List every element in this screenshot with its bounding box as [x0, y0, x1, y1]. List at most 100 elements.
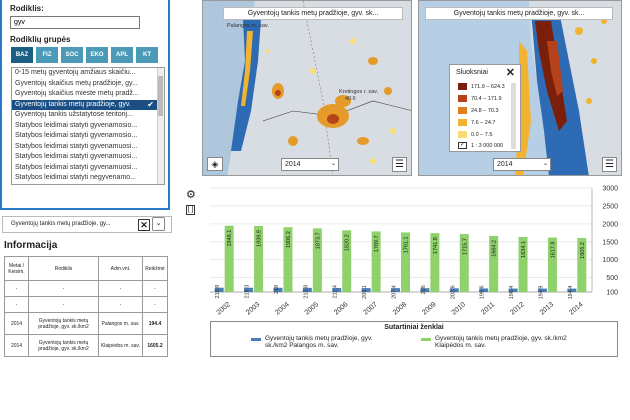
data-label: 218: [274, 285, 280, 294]
legend-item: 70.4 – 171.9: [458, 95, 502, 102]
table-cell: -: [142, 280, 168, 297]
data-label: 1939.9: [257, 230, 263, 247]
group-button-baz[interactable]: BAZ: [11, 47, 33, 63]
list-icon[interactable]: ☰: [392, 157, 407, 172]
info-table: Metai / Keisim. Rodiklis Adm.vnt. Reikšm…: [4, 256, 168, 357]
group-button-eko[interactable]: EKO: [86, 47, 108, 63]
bar: [508, 288, 518, 292]
map-label: Kretingos r. sav.: [339, 89, 379, 95]
bar: [224, 225, 234, 292]
legend-entry[interactable]: Gyventojų tankis metų pradžioje, gyv. sk…: [421, 335, 571, 349]
table-row: - - - -: [4, 280, 168, 297]
chevron-down-icon[interactable]: ⌄: [152, 217, 165, 231]
bar: [371, 231, 381, 292]
y-tick-label: 2000: [602, 221, 618, 228]
y-tick-label: 500: [606, 275, 618, 282]
map-legend: Sluoksniai ✕ 171.9 – 624.3 70.4 – 171.9 …: [449, 64, 521, 152]
list-item[interactable]: Statybos leidimai statyti gyvenamuosi...: [15, 153, 138, 160]
data-label: 215.8: [303, 285, 309, 299]
table-header: Adm.vnt.: [98, 256, 143, 281]
x-tick-label: 2007: [362, 301, 379, 316]
list-item[interactable]: 0-15 metų gyventojų amžiaus skaičiu...: [15, 69, 136, 76]
list-item[interactable]: Gyventojų tankis užstatytose teritorij..…: [15, 111, 133, 118]
list-item-label: Gyventojų tankis metų pradžioje, gyv.: [15, 100, 131, 108]
list-item[interactable]: Statybos leidimai statyti gyvenamosio...: [15, 132, 138, 139]
close-icon[interactable]: ✕: [505, 67, 515, 79]
table-cell: -: [28, 296, 99, 313]
list-item[interactable]: Gyventojų skaičius metų pradžioje, gy...: [15, 79, 138, 87]
indicator-search-input[interactable]: [10, 16, 140, 29]
data-label: 1617.8: [550, 242, 556, 259]
data-label: 1789.7: [374, 235, 380, 252]
layers-icon[interactable]: ◈: [207, 157, 223, 171]
year-select[interactable]: 2014 ⌄: [281, 158, 339, 171]
group-button-fiz[interactable]: FIZ: [36, 47, 58, 63]
y-tick-label: 1000: [602, 257, 618, 264]
list-item[interactable]: Statybos leidimai statyti gyvenamuosi...: [15, 163, 138, 171]
chevron-down-icon: ⌄: [542, 161, 548, 167]
y-tick-label: 100: [606, 290, 618, 297]
indicator-list[interactable]: 0-15 metų gyventojų amžiaus skaičiu... G…: [11, 67, 165, 185]
x-tick-label: 2014: [568, 301, 585, 316]
clear-icon[interactable]: ✕: [138, 219, 150, 231]
fullscreen-icon[interactable]: [ ]: [186, 205, 195, 215]
group-button-soc[interactable]: SOC: [61, 47, 83, 63]
map-title: Gyventojų tankis metų pradžioje, gyv. sk…: [425, 7, 613, 20]
list-item[interactable]: Statybos leidimai statyti gyvenamuosi...: [15, 142, 138, 150]
x-tick-label: 2005: [304, 301, 321, 316]
list-item[interactable]: Statybos leidimai statyti gyvenamosio...: [15, 121, 138, 129]
bar: [567, 288, 577, 292]
list-icon[interactable]: ☰: [602, 157, 617, 172]
y-tick-label: 1500: [602, 239, 618, 246]
scrollbar-thumb[interactable]: [158, 76, 163, 116]
legend-item: 171.9 – 624.3: [458, 83, 505, 90]
data-label: 206: [421, 285, 427, 294]
map-label: 40.6: [345, 96, 356, 102]
legend-swatch: [458, 119, 467, 126]
data-label: 1664.2: [492, 240, 498, 257]
table-header: Metai / Keisim.: [4, 256, 29, 281]
sea-area: [203, 1, 255, 175]
legend-swatch: [458, 107, 467, 114]
year-value: 2014: [285, 161, 301, 168]
data-label: 209.1: [362, 285, 368, 299]
list-scrollbar[interactable]: [157, 68, 164, 184]
list-item[interactable]: Statybos leidimai statyti negyvenamo...: [15, 174, 137, 181]
bar: [537, 288, 547, 292]
checkmark-icon: ✔: [147, 99, 154, 109]
group-buttons: BAZ FIZ SOC EKO APL KT: [11, 47, 158, 63]
indicator-selector-panel: Rodiklis: Rodiklių grupės BAZ FIZ SOC EK…: [0, 0, 170, 210]
selected-indicator-field[interactable]: Gyventojų tankis metų pradžioje, gy...: [2, 216, 172, 233]
table-cell: Gyventojų tankis metų pradžioje, gyv. sk…: [28, 334, 99, 357]
table-cell: Klaipėdos m. sav.: [98, 334, 143, 357]
list-item[interactable]: Gyventojų skaičius mieste metų pradž...: [15, 90, 139, 97]
group-button-apl[interactable]: APL: [111, 47, 133, 63]
data-label: 1741.8: [433, 237, 439, 254]
legend-label: Gyventojų tankis metų pradžioje, gyv. sk…: [265, 335, 373, 349]
list-item-selected[interactable]: Gyventojų tankis metų pradžioje, gyv. ✔: [12, 99, 164, 110]
bar: [283, 227, 293, 292]
groups-label: Rodiklių grupės: [10, 35, 71, 44]
group-button-kt[interactable]: KT: [136, 47, 158, 63]
year-value: 2014: [497, 161, 513, 168]
gear-icon[interactable]: ⚙: [186, 189, 196, 201]
legend-swatch: [458, 95, 467, 102]
map-palanga[interactable]: Gyventojų tankis metų pradžioje, gyv. sk…: [202, 0, 412, 176]
table-cell: -: [4, 280, 29, 297]
table-cell: Palangos m. sav.: [98, 312, 143, 335]
data-label: 1873.7: [315, 232, 321, 249]
legend-entry[interactable]: Gyventojų tankis metų pradžioje, gyv. sk…: [251, 335, 391, 349]
bar: [391, 288, 400, 292]
table-cell: -: [28, 280, 99, 297]
checkbox-icon[interactable]: ✓: [458, 142, 467, 149]
year-select[interactable]: 2014 ⌄: [493, 158, 551, 171]
legend-swatch: [458, 83, 467, 90]
data-label: 202.6: [450, 285, 456, 299]
bar: [479, 288, 489, 292]
table-row: 2014 Gyventojų tankis metų pradžioje, gy…: [4, 312, 168, 335]
table-cell: Gyventojų tankis metų pradžioje, gyv. sk…: [28, 312, 99, 335]
legend-scrollbar[interactable]: [511, 83, 516, 149]
legend-title: Sluoksniai: [456, 69, 488, 76]
legend-label: Gyventojų tankis metų pradžioje, gyv. sk…: [435, 335, 567, 349]
map-label: Palangos m. sav.: [227, 23, 269, 29]
